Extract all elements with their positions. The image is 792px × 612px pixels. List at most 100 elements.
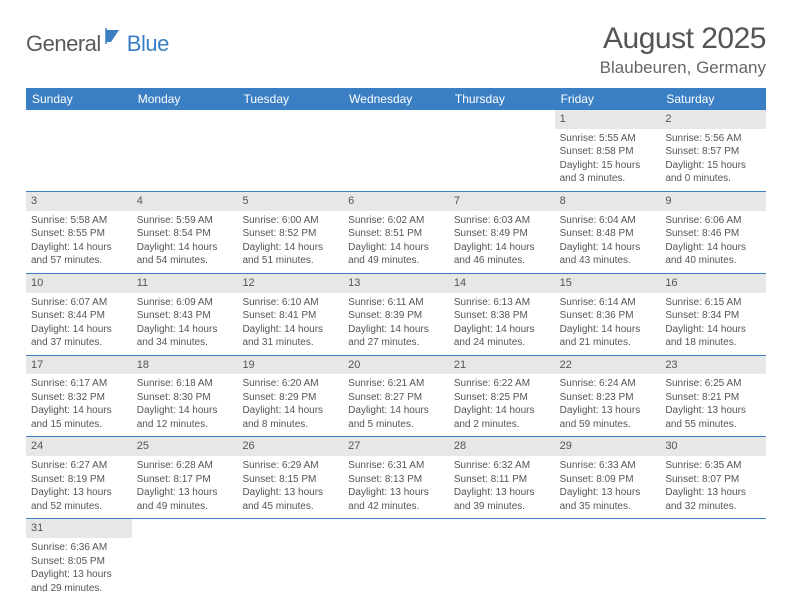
- sunrise-text: Sunrise: 6:06 AM: [665, 214, 761, 228]
- logo: General Blue: [26, 28, 169, 59]
- week-row: 1Sunrise: 5:55 AMSunset: 8:58 PMDaylight…: [26, 110, 766, 192]
- daylight-text: Daylight: 14 hours and 43 minutes.: [560, 241, 656, 268]
- day-cell: 4Sunrise: 5:59 AMSunset: 8:54 PMDaylight…: [132, 192, 238, 273]
- daylight-text: Daylight: 14 hours and 18 minutes.: [665, 323, 761, 350]
- day-cell: 2Sunrise: 5:56 AMSunset: 8:57 PMDaylight…: [660, 110, 766, 191]
- day-cell: [343, 110, 449, 191]
- day-cell: [449, 110, 555, 191]
- sunset-text: Sunset: 8:32 PM: [31, 391, 127, 405]
- daylight-text: Daylight: 14 hours and 40 minutes.: [665, 241, 761, 268]
- sunset-text: Sunset: 8:36 PM: [560, 309, 656, 323]
- daylight-text: Daylight: 14 hours and 12 minutes.: [137, 404, 233, 431]
- sunrise-text: Sunrise: 6:09 AM: [137, 296, 233, 310]
- title-block: August 2025 Blaubeuren, Germany: [600, 22, 766, 78]
- sunrise-text: Sunrise: 6:04 AM: [560, 214, 656, 228]
- day-number: 10: [26, 274, 132, 293]
- sunrise-text: Sunrise: 6:15 AM: [665, 296, 761, 310]
- day-body: Sunrise: 6:21 AMSunset: 8:27 PMDaylight:…: [343, 374, 449, 436]
- day-cell: 3 Sunrise: 5:58 AMSunset: 8:55 PMDaylight…: [26, 192, 132, 273]
- week-row: 10Sunrise: 6:07 AMSunset: 8:44 PMDayligh…: [26, 274, 766, 356]
- weekday-header: Sunday: [26, 88, 132, 110]
- day-body: Sunrise: 5:55 AMSunset: 8:58 PMDaylight:…: [555, 129, 661, 191]
- day-body: Sunrise: 6:13 AMSunset: 8:38 PMDaylight:…: [449, 293, 555, 355]
- day-body: Sunrise: 6:20 AMSunset: 8:29 PMDaylight:…: [237, 374, 343, 436]
- day-cell: 18Sunrise: 6:18 AMSunset: 8:30 PMDayligh…: [132, 356, 238, 437]
- day-number: 24: [26, 437, 132, 456]
- day-body: Sunrise: 6:04 AMSunset: 8:48 PMDaylight:…: [555, 211, 661, 273]
- daylight-text: Daylight: 14 hours and 8 minutes.: [242, 404, 338, 431]
- sunrise-text: Sunrise: 5:59 AM: [137, 214, 233, 228]
- daylight-text: Daylight: 14 hours and 15 minutes.: [31, 404, 127, 431]
- day-number: 14: [449, 274, 555, 293]
- weekday-header: Friday: [555, 88, 661, 110]
- day-cell: 8Sunrise: 6:04 AMSunset: 8:48 PMDaylight…: [555, 192, 661, 273]
- day-body: Sunrise: 6:17 AMSunset: 8:32 PMDaylight:…: [26, 374, 132, 436]
- daylight-text: Daylight: 14 hours and 2 minutes.: [454, 404, 550, 431]
- daylight-text: Daylight: 14 hours and 34 minutes.: [137, 323, 233, 350]
- daylight-text: Daylight: 15 hours and 3 minutes.: [560, 159, 656, 186]
- week-row: 17Sunrise: 6:17 AMSunset: 8:32 PMDayligh…: [26, 356, 766, 438]
- sunrise-text: Sunrise: 6:28 AM: [137, 459, 233, 473]
- day-cell: 19Sunrise: 6:20 AMSunset: 8:29 PMDayligh…: [237, 356, 343, 437]
- day-number: 8: [555, 192, 661, 211]
- daylight-text: Daylight: 14 hours and 57 minutes.: [31, 241, 127, 268]
- sunrise-text: Sunrise: 6:18 AM: [137, 377, 233, 391]
- sunrise-text: Sunrise: 6:32 AM: [454, 459, 550, 473]
- daylight-text: Daylight: 14 hours and 31 minutes.: [242, 323, 338, 350]
- sunset-text: Sunset: 8:27 PM: [348, 391, 444, 405]
- day-number: 6: [343, 192, 449, 211]
- day-body: Sunrise: 6:18 AMSunset: 8:30 PMDaylight:…: [132, 374, 238, 436]
- day-body: Sunrise: 6:33 AMSunset: 8:09 PMDaylight:…: [555, 456, 661, 518]
- sunset-text: Sunset: 8:09 PM: [560, 473, 656, 487]
- sunset-text: Sunset: 8:17 PM: [137, 473, 233, 487]
- day-cell: 5Sunrise: 6:00 AMSunset: 8:52 PMDaylight…: [237, 192, 343, 273]
- day-body: Sunrise: 6:22 AMSunset: 8:25 PMDaylight:…: [449, 374, 555, 436]
- sunrise-text: Sunrise: 6:33 AM: [560, 459, 656, 473]
- day-cell: 15Sunrise: 6:14 AMSunset: 8:36 PMDayligh…: [555, 274, 661, 355]
- weekday-header: Thursday: [449, 88, 555, 110]
- day-number: 31: [26, 519, 132, 538]
- header: General Blue August 2025 Blaubeuren, Ger…: [26, 22, 766, 78]
- day-cell: 30Sunrise: 6:35 AMSunset: 8:07 PMDayligh…: [660, 437, 766, 518]
- sunrise-text: Sunrise: 6:00 AM: [242, 214, 338, 228]
- sunset-text: Sunset: 8:58 PM: [560, 145, 656, 159]
- day-number: 16: [660, 274, 766, 293]
- daylight-text: Daylight: 13 hours and 35 minutes.: [560, 486, 656, 513]
- day-number: 1: [555, 110, 661, 129]
- sunset-text: Sunset: 8:30 PM: [137, 391, 233, 405]
- sunset-text: Sunset: 8:19 PM: [31, 473, 127, 487]
- daylight-text: Daylight: 14 hours and 27 minutes.: [348, 323, 444, 350]
- day-body: Sunrise: 6:35 AMSunset: 8:07 PMDaylight:…: [660, 456, 766, 518]
- day-number: 9: [660, 192, 766, 211]
- weekday-header: Monday: [132, 88, 238, 110]
- sunset-text: Sunset: 8:38 PM: [454, 309, 550, 323]
- sunrise-text: Sunrise: 5:58 AM: [31, 214, 127, 228]
- day-body: Sunrise: 6:09 AMSunset: 8:43 PMDaylight:…: [132, 293, 238, 355]
- day-body: Sunrise: 6:03 AMSunset: 8:49 PMDaylight:…: [449, 211, 555, 273]
- day-cell: [343, 519, 449, 600]
- day-number: 7: [449, 192, 555, 211]
- sunset-text: Sunset: 8:15 PM: [242, 473, 338, 487]
- day-cell: [132, 519, 238, 600]
- sunrise-text: Sunrise: 6:31 AM: [348, 459, 444, 473]
- daylight-text: Daylight: 13 hours and 29 minutes.: [31, 568, 127, 595]
- sunset-text: Sunset: 8:43 PM: [137, 309, 233, 323]
- day-cell: 10Sunrise: 6:07 AMSunset: 8:44 PMDayligh…: [26, 274, 132, 355]
- sunset-text: Sunset: 8:52 PM: [242, 227, 338, 241]
- sunset-text: Sunset: 8:25 PM: [454, 391, 550, 405]
- month-title: August 2025: [600, 22, 766, 56]
- day-cell: 26Sunrise: 6:29 AMSunset: 8:15 PMDayligh…: [237, 437, 343, 518]
- day-number: 29: [555, 437, 661, 456]
- day-cell: 29Sunrise: 6:33 AMSunset: 8:09 PMDayligh…: [555, 437, 661, 518]
- sunrise-text: Sunrise: 6:20 AM: [242, 377, 338, 391]
- day-number: 3: [26, 192, 132, 211]
- day-cell: [26, 110, 132, 191]
- daylight-text: Daylight: 13 hours and 59 minutes.: [560, 404, 656, 431]
- weekday-header-row: Sunday Monday Tuesday Wednesday Thursday…: [26, 88, 766, 110]
- sunrise-text: Sunrise: 6:10 AM: [242, 296, 338, 310]
- day-cell: 21Sunrise: 6:22 AMSunset: 8:25 PMDayligh…: [449, 356, 555, 437]
- sunset-text: Sunset: 8:55 PM: [31, 227, 127, 241]
- day-cell: [660, 519, 766, 600]
- day-number: 2: [660, 110, 766, 129]
- sunrise-text: Sunrise: 6:25 AM: [665, 377, 761, 391]
